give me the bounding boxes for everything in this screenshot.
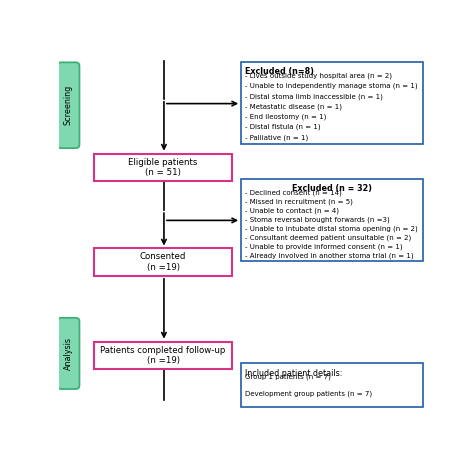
- FancyBboxPatch shape: [57, 318, 80, 389]
- FancyBboxPatch shape: [241, 179, 423, 261]
- Text: Development group patients (n = 7): Development group patients (n = 7): [245, 391, 372, 397]
- FancyBboxPatch shape: [241, 63, 423, 145]
- Text: Eligible patients
(n = 51): Eligible patients (n = 51): [128, 157, 198, 177]
- Text: - Stoma reversal brought forwards (n =3): - Stoma reversal brought forwards (n =3): [245, 216, 390, 223]
- Text: Patients completed follow-up
(n =19): Patients completed follow-up (n =19): [100, 346, 226, 365]
- Text: - Unable to independently manage stoma (n = 1): - Unable to independently manage stoma (…: [245, 83, 418, 89]
- Text: Screening: Screening: [64, 85, 73, 125]
- Text: - Distal fistula (n = 1): - Distal fistula (n = 1): [245, 124, 320, 130]
- Text: - Unable to intubate distal stoma opening (n = 2): - Unable to intubate distal stoma openin…: [245, 225, 418, 232]
- Text: Excluded (n = 32): Excluded (n = 32): [292, 184, 372, 193]
- FancyBboxPatch shape: [94, 248, 232, 276]
- Text: - End ileostomy (n = 1): - End ileostomy (n = 1): [245, 114, 326, 120]
- FancyBboxPatch shape: [94, 154, 232, 181]
- Text: Excluded (n=8): Excluded (n=8): [246, 67, 314, 76]
- Text: - Missed in recruitment (n = 5): - Missed in recruitment (n = 5): [245, 198, 353, 205]
- FancyBboxPatch shape: [241, 364, 423, 407]
- Text: - Unable to contact (n = 4): - Unable to contact (n = 4): [245, 207, 339, 214]
- FancyBboxPatch shape: [94, 342, 232, 369]
- Text: - Palliative (n = 1): - Palliative (n = 1): [245, 134, 308, 141]
- Text: Group 1 patients (n = 7): Group 1 patients (n = 7): [245, 374, 331, 380]
- Text: - Consultant deemed patient unsuitable (n = 2): - Consultant deemed patient unsuitable (…: [245, 234, 411, 241]
- Text: Consented
(n =19): Consented (n =19): [140, 253, 186, 272]
- Text: - Distal stoma limb inaccessible (n = 1): - Distal stoma limb inaccessible (n = 1): [245, 93, 383, 100]
- Text: Analysis: Analysis: [64, 337, 73, 370]
- FancyBboxPatch shape: [57, 63, 80, 148]
- Text: - Metastatic disease (n = 1): - Metastatic disease (n = 1): [245, 103, 342, 110]
- Text: - Declined consent (n = 14): - Declined consent (n = 14): [245, 190, 341, 196]
- Text: - Already involved in another stoma trial (n = 1): - Already involved in another stoma tria…: [245, 252, 413, 259]
- Text: Included patient details:: Included patient details:: [246, 369, 343, 378]
- Text: - Lives outside study hospital area (n = 2): - Lives outside study hospital area (n =…: [245, 73, 392, 79]
- Text: - Unable to provide informed consent (n = 1): - Unable to provide informed consent (n …: [245, 243, 402, 250]
